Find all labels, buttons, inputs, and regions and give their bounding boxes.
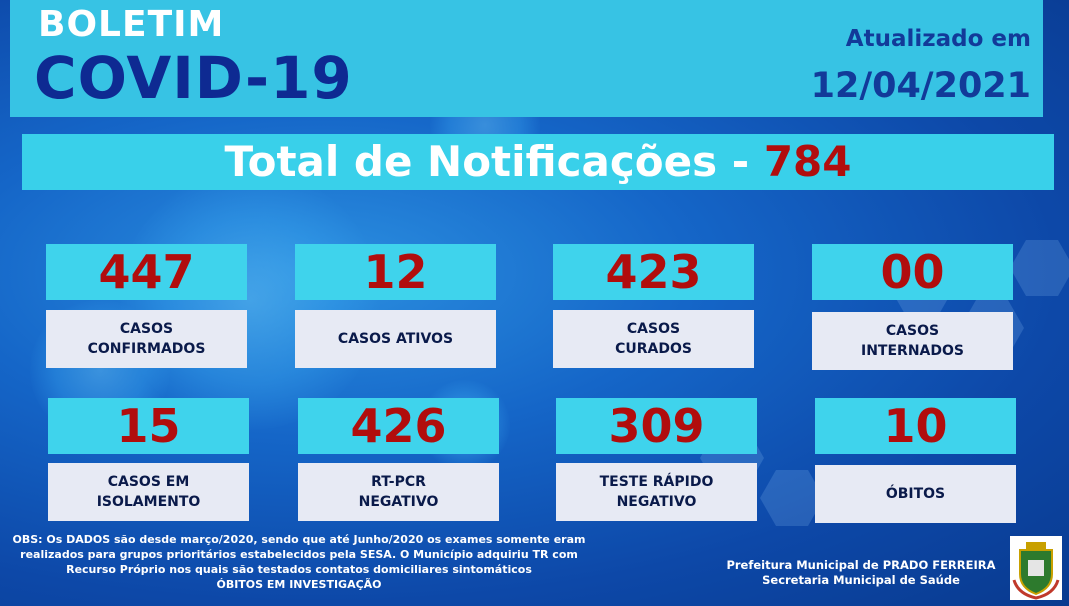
deaths-value: 10 [815,398,1016,454]
hospitalized-cases-value: 00 [812,244,1013,300]
updated-label: Atualizado em [845,26,1031,52]
total-notifications-bar: Total de Notificações - 784 [22,134,1054,190]
isolation-cases-label: CASOS EM ISOLAMENTO [48,463,249,521]
municipal-crest-icon [1010,536,1062,600]
hospitalized-cases-label: CASOS INTERNADOS [812,312,1013,370]
recovered-cases-label: CASOS CURADOS [553,310,754,368]
isolation-cases-value: 15 [48,398,249,454]
active-cases-label: CASOS ATIVOS [295,310,496,368]
active-cases-value: 12 [295,244,496,300]
prefecture-name: Prefeitura Municipal de PRADO FERREIRA [726,558,996,572]
municipality-footer: Prefeitura Municipal de PRADO FERREIRA S… [720,558,1002,588]
header-banner: BOLETIM COVID-19 Atualizado em 12/04/202… [10,0,1043,117]
covid-title: COVID-19 [34,44,353,112]
rtpcr-negative-label: RT-PCR NEGATIVO [298,463,499,521]
rtpcr-negative-value: 426 [298,398,499,454]
bulletin-title: BOLETIM [38,4,225,45]
total-notifications-value: 784 [763,137,852,186]
observation-note: OBS: Os DADOS são desde março/2020, send… [12,533,586,591]
deaths-label: ÓBITOS [815,465,1016,523]
rapid-test-negative-label: TESTE RÁPIDO NEGATIVO [556,463,757,521]
recovered-cases-value: 423 [553,244,754,300]
total-notifications-label: Total de Notificações - [224,137,764,186]
updated-date: 12/04/2021 [810,66,1031,106]
health-secretariat-name: Secretaria Municipal de Saúde [762,573,960,587]
confirmed-cases-label: CASOS CONFIRMADOS [46,310,247,368]
rapid-test-negative-value: 309 [556,398,757,454]
confirmed-cases-value: 447 [46,244,247,300]
